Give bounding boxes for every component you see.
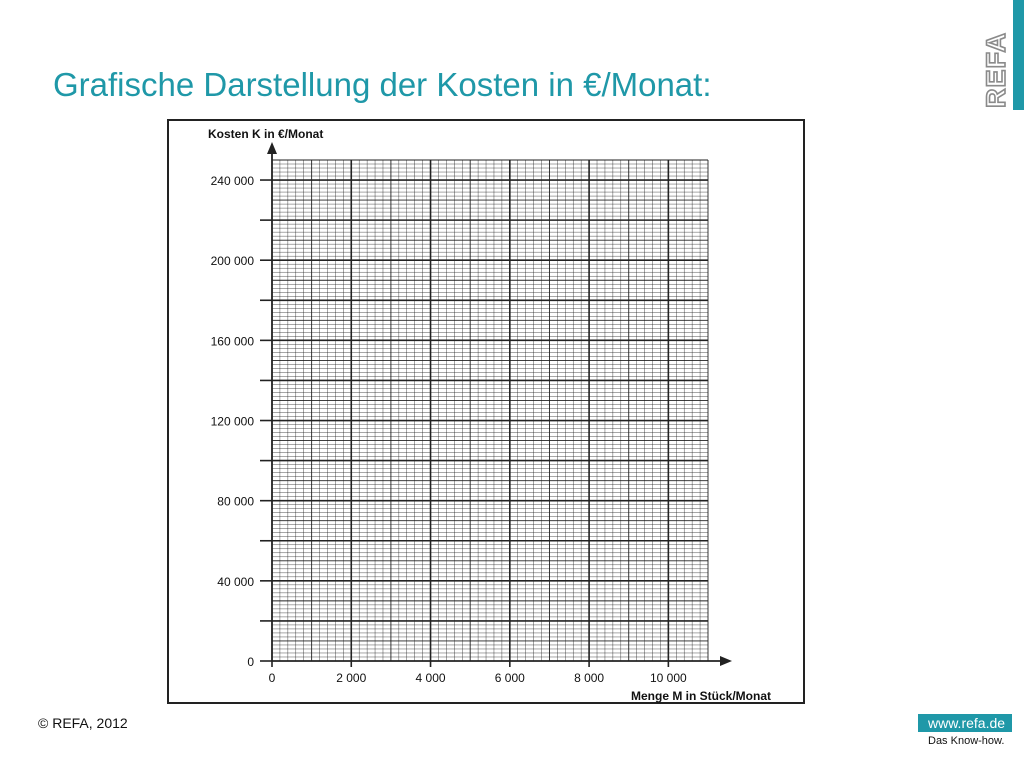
x-tick-label: 6 000	[495, 671, 525, 685]
x-tick-label: 4 000	[416, 671, 446, 685]
y-axis-label: Kosten K in €/Monat	[208, 127, 323, 141]
x-tick-label: 10 000	[650, 671, 687, 685]
y-tick-label: 200 000	[211, 254, 255, 268]
y-axis-arrow	[267, 142, 277, 154]
y-tick-label: 0	[247, 655, 254, 669]
footer-copyright: © REFA, 2012	[38, 715, 128, 731]
x-tick-label: 8 000	[574, 671, 604, 685]
y-tick-label: 240 000	[211, 174, 255, 188]
x-axis-arrow	[720, 656, 732, 666]
logo-text: REFA	[985, 32, 1011, 108]
y-tick-label: 120 000	[211, 415, 255, 429]
y-tick-label: 80 000	[217, 495, 254, 509]
footer-url-link[interactable]: www.refa.de	[918, 714, 1012, 732]
x-axis-label: Menge M in Stück/Monat	[631, 689, 771, 703]
x-tick-label: 2 000	[336, 671, 366, 685]
slide-title: Grafische Darstellung der Kosten in €/Mo…	[53, 66, 712, 103]
y-tick-label: 40 000	[217, 575, 254, 589]
chart-frame	[167, 119, 805, 704]
y-tick-label: 160 000	[211, 334, 255, 348]
footer-tagline: Das Know-how.	[928, 735, 1005, 747]
refa-logo: REFA	[985, 20, 1011, 110]
accent-bar	[1013, 0, 1024, 110]
x-tick-label: 0	[269, 671, 276, 685]
